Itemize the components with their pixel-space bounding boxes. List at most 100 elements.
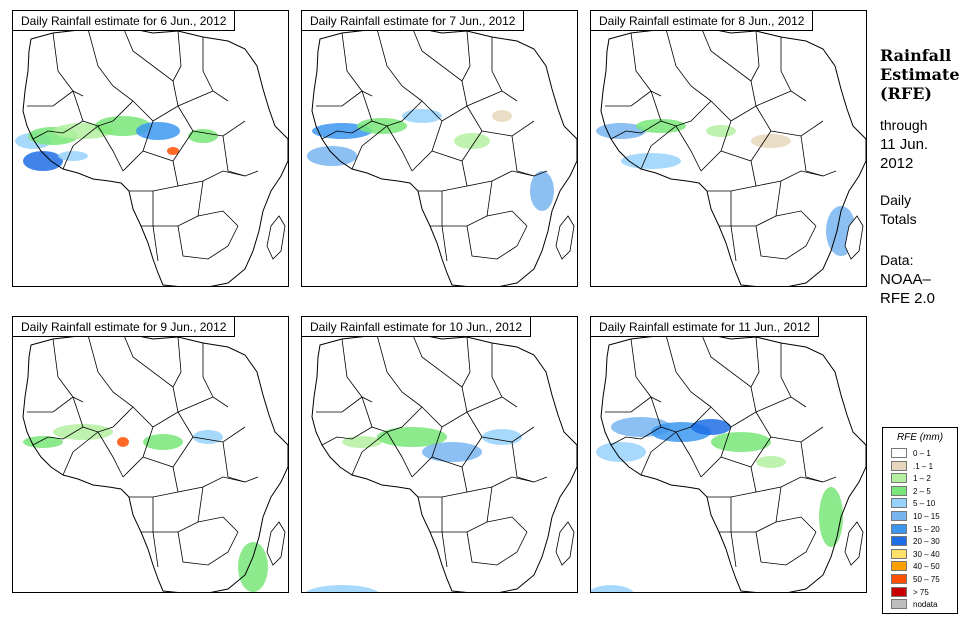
rainfall-patch	[706, 125, 736, 137]
rainfall-patch	[591, 585, 634, 592]
country-border	[755, 411, 824, 443]
country-border	[610, 426, 662, 446]
legend-swatch	[891, 599, 907, 610]
africa-rainfall-map	[15, 26, 288, 286]
map-panel-6-jun: Daily Rainfall estimate for 6 Jun., 2012	[12, 10, 289, 287]
data-source-line: RFE 2.0	[880, 290, 936, 307]
country-border	[27, 396, 74, 413]
legend-label: 0 – 1	[913, 449, 931, 458]
country-border	[630, 338, 662, 403]
legend-swatch	[891, 498, 907, 509]
country-border	[511, 441, 548, 483]
rainfall-patch	[167, 147, 179, 155]
legend-label: .1 – 1	[913, 461, 934, 471]
country-border	[719, 225, 737, 262]
country-border	[386, 431, 413, 478]
madagascar-outline	[555, 521, 575, 566]
country-border	[351, 125, 388, 170]
country-border	[486, 210, 528, 227]
panel-title: Daily Rainfall estimate for 11 Jun., 201…	[591, 317, 820, 337]
country-border	[316, 90, 363, 107]
country-border	[780, 343, 807, 408]
country-border	[665, 334, 712, 408]
country-border	[430, 225, 448, 262]
country-border	[511, 135, 548, 177]
africa-rainfall-map	[591, 332, 866, 592]
date-line: 11 Jun.	[880, 136, 929, 153]
country-border	[27, 90, 74, 107]
coastline	[311, 332, 577, 592]
coastline	[22, 26, 288, 286]
country-border	[177, 105, 246, 137]
rainfall-patch	[58, 151, 88, 161]
coastline	[311, 26, 577, 286]
rainfall-patch	[819, 487, 843, 547]
country-border	[132, 396, 214, 428]
legend-label: nodata	[913, 600, 938, 610]
map-panel-11-jun: Daily Rainfall estimate for 11 Jun., 201…	[590, 316, 867, 593]
side-title-line: Estimate	[880, 65, 960, 84]
rainfall-patch	[596, 442, 646, 462]
madagascar-outline	[266, 215, 286, 260]
land-fill	[312, 27, 577, 286]
country-border	[97, 125, 124, 172]
country-border	[197, 210, 239, 227]
country-border	[411, 332, 468, 413]
country-border	[202, 37, 229, 102]
country-border	[122, 26, 179, 107]
rainfall-patch	[357, 118, 407, 134]
country-border	[750, 30, 760, 82]
country-border	[775, 516, 817, 533]
country-border	[780, 37, 807, 102]
country-border	[52, 338, 84, 403]
rainfall-patch	[136, 122, 180, 140]
panel-title: Daily Rainfall estimate for 10 Jun., 201…	[302, 317, 532, 337]
rainfall-patch	[711, 432, 771, 452]
country-border	[700, 332, 757, 413]
date-line: 2012	[880, 155, 914, 172]
rainfall-patch	[621, 153, 681, 169]
rainfall-patch	[751, 134, 791, 148]
land-fill	[601, 27, 866, 286]
rainfall-patch	[492, 110, 512, 122]
map-panel-9-jun: Daily Rainfall estimate for 9 Jun., 2012	[12, 316, 289, 593]
rainfall-patch	[691, 419, 731, 435]
country-border	[800, 135, 837, 177]
country-border	[700, 26, 757, 107]
legend-label: 50 – 75	[913, 575, 940, 584]
country-border	[755, 105, 824, 137]
country-border	[122, 332, 179, 413]
country-border	[486, 516, 528, 533]
rainfall-patch	[756, 456, 786, 468]
country-border	[32, 120, 84, 140]
madagascar-outline	[844, 521, 864, 566]
map-panel-10-jun: Daily Rainfall estimate for 10 Jun., 201…	[301, 316, 578, 593]
legend-label: 1 – 2	[913, 474, 931, 484]
rainfall-patch	[238, 542, 268, 592]
totals-line: Daily	[880, 192, 912, 208]
country-border	[386, 125, 413, 172]
africa-rainfall-map	[22, 332, 288, 592]
rainfall-patch	[596, 123, 646, 139]
country-border	[461, 30, 471, 82]
panel-title: Daily Rainfall estimate for 6 Jun., 2012	[13, 11, 236, 31]
rainfall-patch	[117, 437, 129, 447]
country-border	[141, 531, 159, 568]
land-fill	[312, 333, 577, 592]
legend-label: > 75	[913, 587, 929, 597]
country-border	[491, 37, 518, 102]
country-border	[177, 411, 246, 443]
coastline	[22, 332, 288, 592]
totals-text: Daily Totals	[880, 191, 917, 229]
legend-label: 40 – 50	[913, 562, 940, 572]
legend-title: RFE (mm)	[896, 432, 944, 443]
rainfall-patch	[377, 427, 447, 447]
country-border	[430, 531, 448, 568]
country-border	[775, 210, 817, 227]
country-border	[341, 338, 373, 403]
country-border	[461, 336, 471, 388]
madagascar-outline	[266, 521, 286, 566]
land-fill	[601, 333, 866, 592]
country-border	[630, 32, 662, 97]
coastline	[600, 332, 866, 592]
